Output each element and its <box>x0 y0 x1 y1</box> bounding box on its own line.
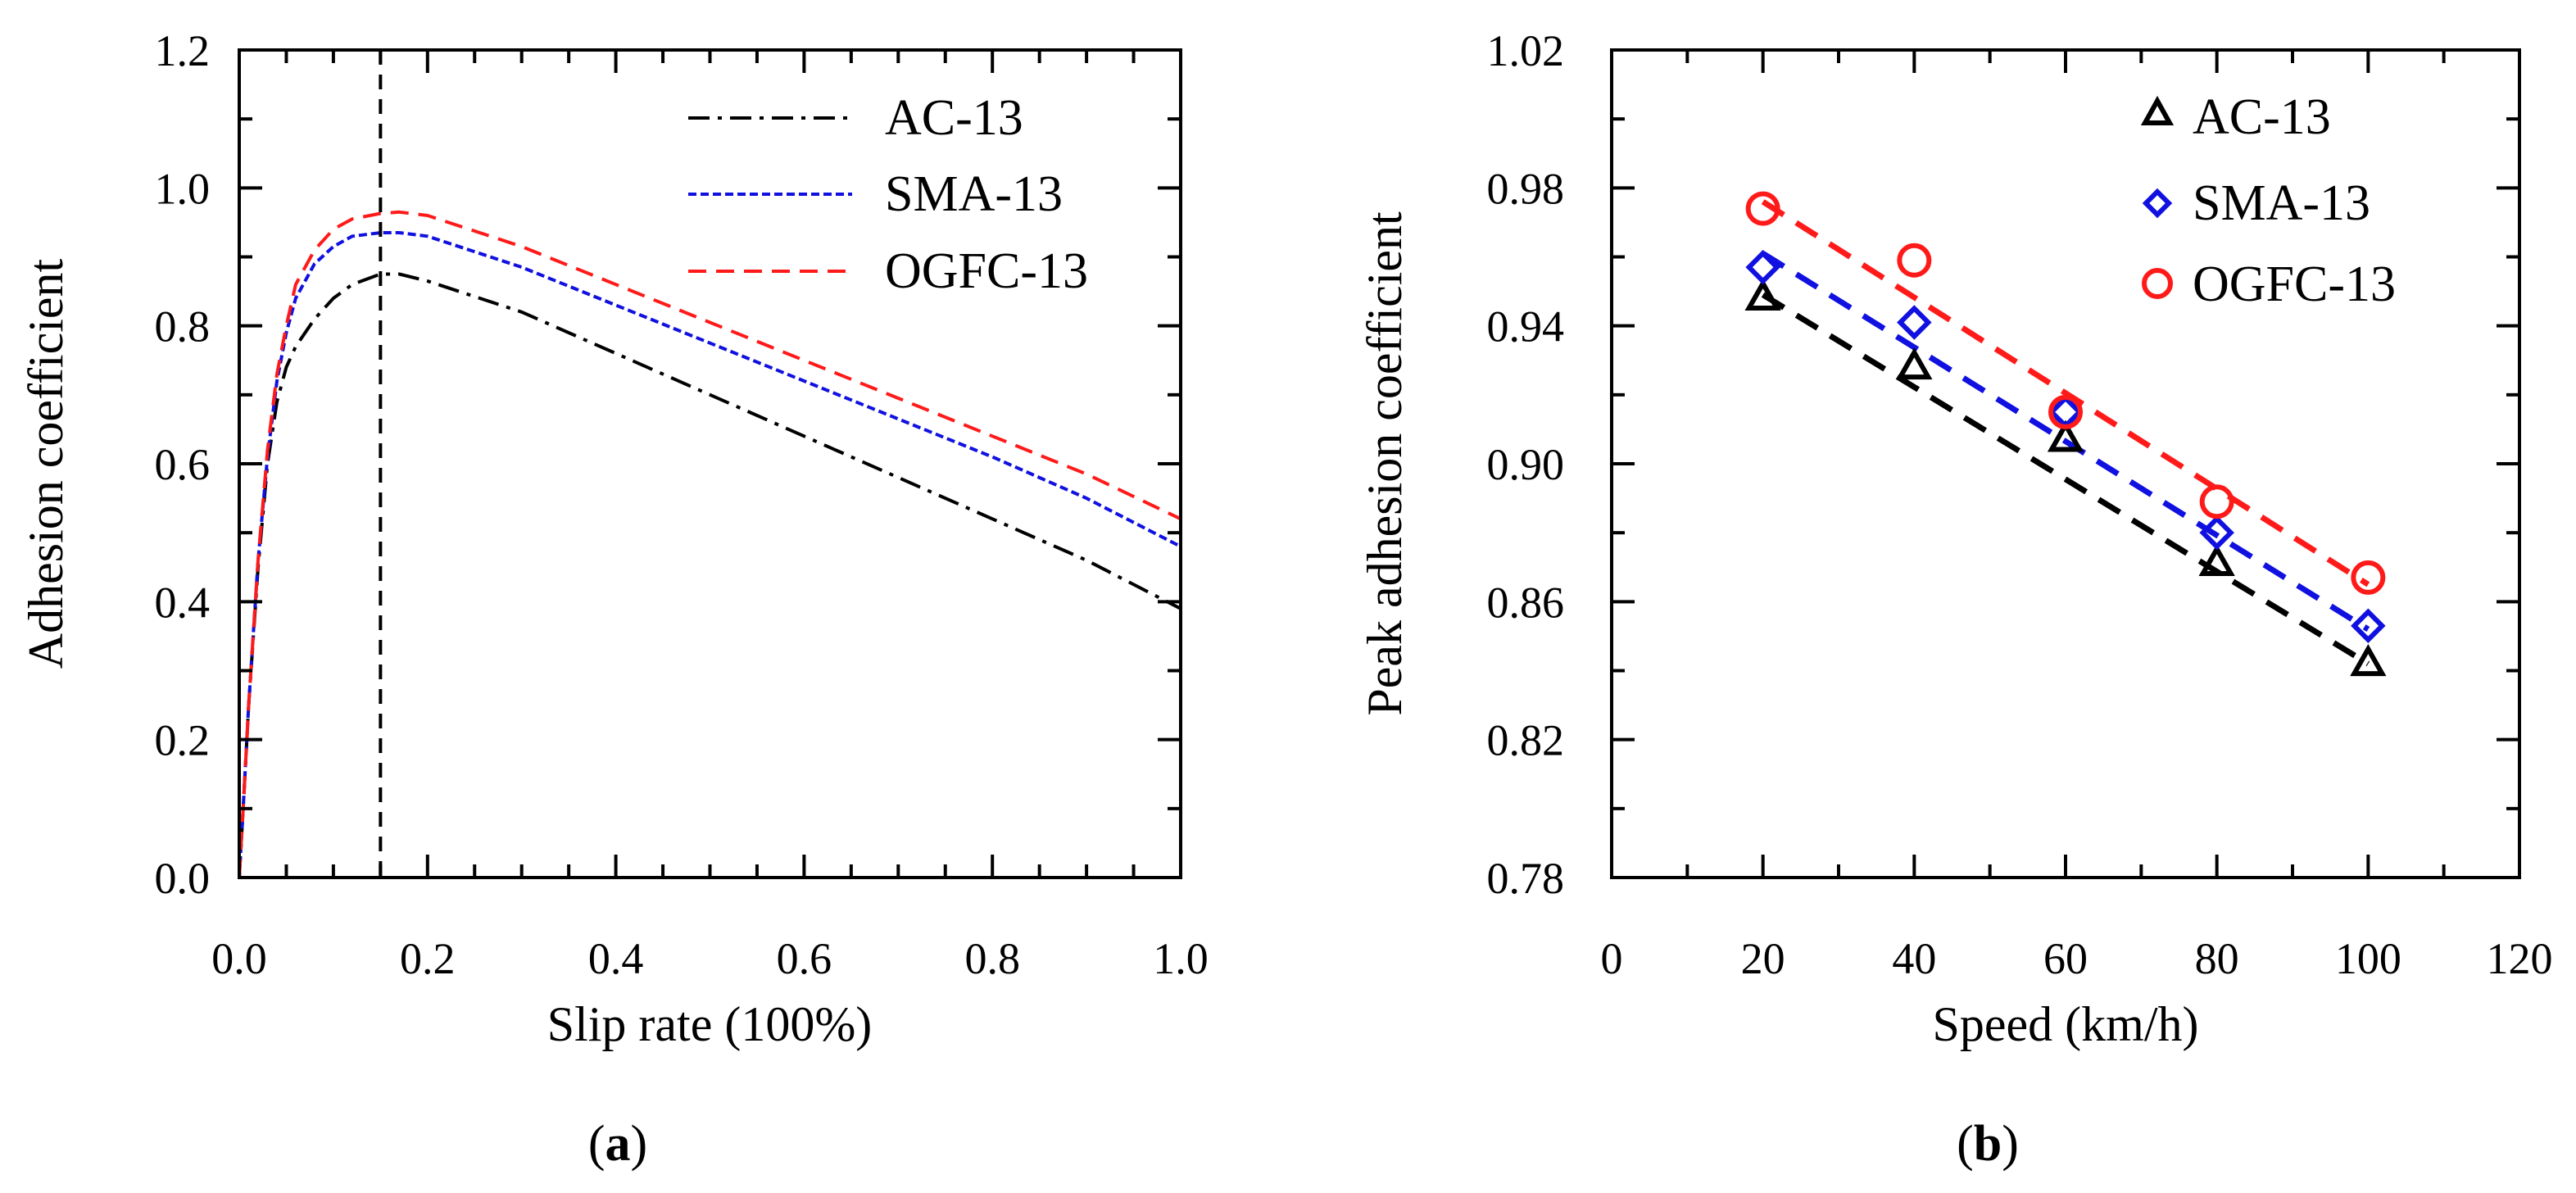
panel-b-fit-lines <box>1761 199 2370 667</box>
legend-label-ogfc13: OGFC-13 <box>2193 256 2396 312</box>
y-tick-label: 0.0 <box>155 854 211 903</box>
panel-a-slip-rate-chart: 0.0 0.2 0.4 0.6 0.8 1.00.00.20.40.60.81.01.2 … <box>19 26 1209 1172</box>
panel-b-y-axis-label: Peak adhesion coefficient <box>1358 211 1412 716</box>
x-tick-label: 120 <box>2487 934 2553 983</box>
panel-b-legend: AC-13 SMA-13 OGFC-13 <box>2140 89 2396 312</box>
x-tick-label: 100 <box>2335 934 2401 983</box>
x-tick-label: 60 <box>2043 934 2088 983</box>
panel-b-x-axis-label: Speed (km/h) <box>1933 997 2199 1051</box>
panel-b-markers <box>1744 191 2387 677</box>
panel-a-paren-close: ) <box>631 1116 648 1172</box>
legend-marker-triangle <box>2140 95 2175 125</box>
marker-circle-ogfc13 <box>1897 243 1932 278</box>
panel-a-legend: AC-13 SMA-13 OGFC-13 <box>688 90 1088 299</box>
legend-label-ac13: AC-13 <box>2193 89 2331 145</box>
marker-diamond-sma13 <box>1897 305 1932 340</box>
x-tick-label: 0.4 <box>588 934 644 983</box>
y-tick-label: 0.90 <box>1487 440 1565 489</box>
marker-circle-ogfc13 <box>2351 560 2386 595</box>
y-tick-label: 0.82 <box>1487 716 1565 765</box>
fit-line-ogfc13 <box>1761 199 2370 587</box>
panel-b-ticks <box>1610 48 2521 879</box>
y-tick-label: 1.0 <box>155 164 211 213</box>
panel-a-paren-open: ( <box>588 1116 605 1172</box>
marker-circle-ogfc13 <box>2048 394 2083 429</box>
panel-b-paren-open: ( <box>1957 1116 1974 1172</box>
fit-line-sma13 <box>1761 251 2370 632</box>
x-tick-label: 0.2 <box>400 934 456 983</box>
marker-triangle-ac13 <box>2350 643 2387 677</box>
fit-line-ac13 <box>1761 292 2370 667</box>
marker-triangle-ac13 <box>1744 278 1781 311</box>
panel-a-label: (a) <box>588 1116 647 1172</box>
series-line-ogfc13 <box>238 210 1181 878</box>
x-tick-label: 1.0 <box>1153 934 1209 983</box>
legend-label-ac13: AC-13 <box>885 90 1023 146</box>
panel-b-label: (b) <box>1957 1116 2019 1172</box>
panel-a-x-axis-label: Slip rate (100%) <box>547 997 873 1051</box>
marker-circle-ogfc13 <box>2199 484 2234 519</box>
y-tick-label: 0.4 <box>155 578 211 627</box>
marker-diamond-sma13 <box>2199 515 2234 551</box>
y-tick-label: 0.98 <box>1487 164 1565 213</box>
y-tick-label: 1.02 <box>1487 26 1565 75</box>
panel-a-curves <box>238 50 1181 878</box>
panel-b-letter: b <box>1974 1116 2002 1172</box>
x-tick-label: 40 <box>1892 934 1936 983</box>
x-tick-label: 0.8 <box>964 934 1020 983</box>
legend-label-sma13: SMA-13 <box>885 166 1063 222</box>
panel-b-plot-frame <box>1610 48 2521 879</box>
x-tick-label: 0 <box>1601 934 1623 983</box>
panel-a-tick-labels: 0.0 0.2 0.4 0.6 0.8 1.0 0.0 0.2 0.4 0.6 0.8 1.0 1.2 <box>155 26 1209 983</box>
y-tick-label: 0.78 <box>1487 854 1565 903</box>
panel-b-tick-labels: 0 20 40 60 80 100 120 0.78 0.82 0.86 0.90 0.94 0.98 1… <box>1487 26 2553 983</box>
y-tick-label: 0.86 <box>1487 578 1565 627</box>
y-tick-label: 1.2 <box>155 26 211 75</box>
y-tick-label: 0.2 <box>155 716 211 765</box>
panel-a-y-axis-label: Adhesion coefficient <box>19 258 73 669</box>
legend-label-sma13: SMA-13 <box>2193 175 2370 231</box>
legend-label-ogfc13: OGFC-13 <box>885 243 1088 299</box>
legend-marker-diamond <box>2142 188 2173 219</box>
marker-circle-ogfc13 <box>1745 191 1780 226</box>
series-line-ac13 <box>238 272 1181 878</box>
marker-triangle-ac13 <box>1896 347 1933 380</box>
panel-b-peak-adhesion-chart: 0 20 40 60 80 100 120 0.78 0.82 0.86 0.90 0.94 0.98 1… <box>1358 26 2553 1172</box>
y-tick-label: 0.8 <box>155 302 211 352</box>
panel-b-paren-close: ) <box>2002 1116 2019 1172</box>
marker-diamond-sma13 <box>1745 249 1780 285</box>
y-tick-label: 0.6 <box>155 440 211 489</box>
x-tick-label: 0.0 <box>211 934 267 983</box>
marker-triangle-ac13 <box>2198 543 2235 577</box>
x-tick-label: 0.6 <box>777 934 832 983</box>
y-tick-label: 0.94 <box>1487 302 1565 352</box>
x-tick-label: 20 <box>1741 934 1785 983</box>
marker-triangle-ac13 <box>2047 420 2084 452</box>
panel-a-letter: a <box>605 1116 631 1172</box>
marker-diamond-sma13 <box>2351 608 2386 644</box>
panel-a-ticks <box>238 48 1182 879</box>
legend-marker-circle <box>2142 268 2173 299</box>
x-tick-label: 80 <box>2195 934 2239 983</box>
